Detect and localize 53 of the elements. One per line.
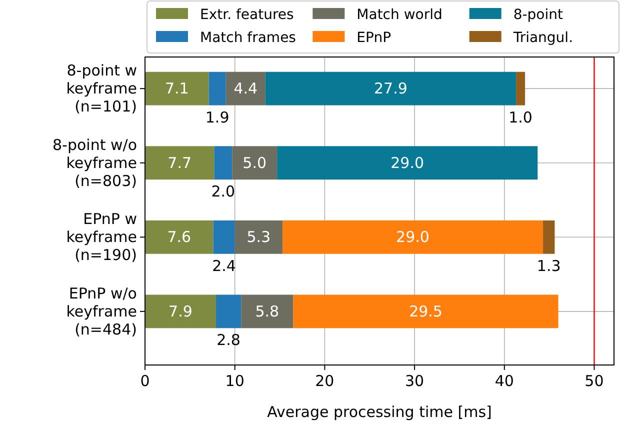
x-tick-label: 10: [225, 372, 244, 390]
legend-label: EPnP: [356, 30, 392, 46]
bar: [293, 294, 558, 328]
bar: [213, 220, 235, 254]
bar: [232, 146, 278, 180]
data-label: 1.0: [508, 108, 532, 126]
data-label: 5.0: [242, 154, 267, 172]
y-tick-label: EPnP w keyframe (n=190): [66, 210, 137, 264]
data-label: 27.9: [374, 80, 408, 98]
x-tick-label: 20: [315, 372, 334, 390]
data-label: 7.1: [164, 80, 189, 98]
data-label: 7.6: [167, 228, 192, 246]
x-tick-label: 0: [140, 372, 150, 390]
bar: [265, 72, 516, 106]
bar: [277, 146, 538, 180]
data-label: 29.0: [396, 228, 430, 246]
data-label: 5.3: [246, 228, 271, 246]
legend-label: Extr. features: [200, 7, 294, 23]
bar: [145, 294, 216, 328]
y-tick-label: 8-point w/o keyframe (n=803): [52, 136, 137, 190]
x-axis-title: Average processing time [ms]: [267, 403, 492, 421]
bar: [214, 146, 232, 180]
bar: [145, 146, 214, 180]
bar: [208, 72, 226, 106]
bar: [234, 220, 282, 254]
legend-label: Triangul.: [512, 30, 574, 46]
data-label: 1.3: [536, 256, 561, 275]
bar: [516, 72, 526, 106]
bar: [145, 72, 209, 106]
data-label: 5.8: [255, 302, 280, 320]
legend-label: 8-point: [513, 7, 564, 23]
legend-label: Match frames: [200, 30, 296, 46]
data-label: 2.8: [216, 331, 240, 350]
data-label: 1.9: [205, 108, 230, 126]
bar: [226, 72, 266, 106]
data-label: 7.9: [168, 302, 192, 320]
y-tick-label: 8-point w keyframe (n=101): [66, 62, 137, 116]
bar: [241, 294, 294, 328]
data-label: 29.0: [390, 154, 424, 172]
x-tick-label: 50: [584, 372, 604, 390]
x-tick-label: 30: [404, 372, 424, 390]
legend-label: Match world: [356, 7, 442, 23]
data-label: 2.4: [212, 256, 236, 275]
data-label: 7.7: [168, 154, 192, 172]
bar: [216, 294, 242, 328]
y-tick-label: EPnP w/o keyframe (n=484): [66, 284, 137, 338]
data-label: 2.0: [211, 182, 236, 201]
x-tick-label: 40: [494, 372, 514, 390]
data-label: 4.4: [234, 80, 258, 98]
data-label: 29.5: [409, 302, 442, 320]
bar: [282, 220, 544, 254]
bar: [543, 220, 555, 254]
bar: [145, 220, 214, 254]
